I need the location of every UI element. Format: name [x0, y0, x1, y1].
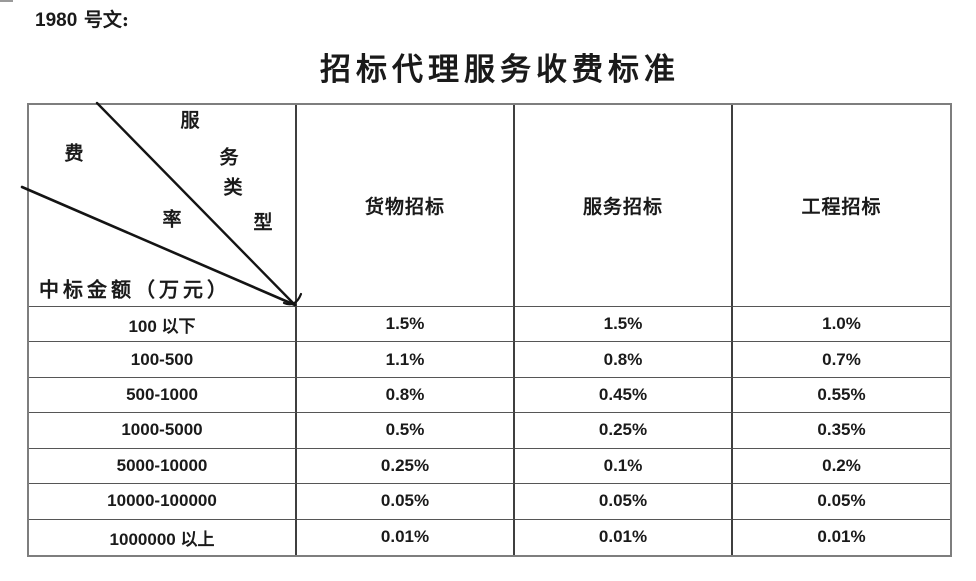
rate-value: 1.5% [515, 307, 733, 343]
row-range-label: 500-1000 [29, 377, 297, 414]
doc-reference-label: 号文: [77, 9, 129, 31]
fee-table: 费 服 务 类 率 型 中标金额（万元） 货物招标 服务招标 工程招标 100 … [27, 103, 952, 557]
rate-value: 1.1% [297, 342, 515, 378]
rate-value: 1.5% [297, 307, 515, 343]
corner-fee-char-1: 费 [64, 142, 84, 165]
column-header-services: 服务招标 [515, 105, 733, 307]
rate-value: 0.01% [515, 519, 733, 555]
column-header-engineering: 工程招标 [733, 105, 950, 307]
row-range-label: 5000-10000 [29, 448, 297, 485]
corner-fee-char-2: 率 [162, 208, 182, 231]
rate-value: 0.8% [515, 342, 733, 378]
rate-value: 0.55% [733, 378, 950, 414]
corner-type-char-1: 服 [180, 109, 200, 132]
rate-value: 0.05% [733, 484, 950, 520]
doc-reference: 1980 号文: [35, 5, 129, 32]
rate-value: 0.05% [515, 484, 733, 520]
screenshot-edge-artifact [0, 0, 13, 2]
row-range-label: 1000-5000 [29, 413, 297, 449]
doc-reference-number: 1980 [35, 10, 78, 31]
row-range-label: 100-500 [29, 342, 297, 378]
row-range-label: 100 以下 [29, 307, 297, 343]
rate-value: 0.1% [515, 448, 733, 485]
rate-value: 0.35% [733, 413, 950, 449]
rate-value: 0.01% [297, 519, 515, 555]
rate-value: 0.7% [733, 342, 950, 378]
rate-value: 0.25% [297, 448, 515, 485]
page-title: 招标代理服务收费标准 [320, 52, 680, 88]
rate-value: 0.05% [297, 484, 515, 520]
corner-type-char-2: 务 [219, 146, 239, 169]
row-range-label: 1000000 以上 [29, 519, 297, 555]
row-range-label: 10000-100000 [29, 484, 297, 520]
rate-value: 0.45% [515, 377, 733, 414]
rate-value: 0.5% [297, 413, 515, 449]
rate-value: 0.01% [817, 527, 866, 547]
rate-value: 0.25% [515, 413, 733, 449]
column-header-goods: 货物招标 [297, 105, 515, 307]
rate-value: 0.8% [297, 377, 515, 414]
rate-value: 1.0% [733, 307, 950, 343]
corner-type-char-4: 型 [253, 211, 273, 234]
corner-type-char-3: 类 [223, 176, 243, 199]
table-corner-cell: 费 服 务 类 率 型 中标金额（万元） [29, 105, 297, 307]
rate-value: 0.2% [733, 449, 950, 485]
row-axis-label: 中标金额（万元） [39, 277, 231, 302]
